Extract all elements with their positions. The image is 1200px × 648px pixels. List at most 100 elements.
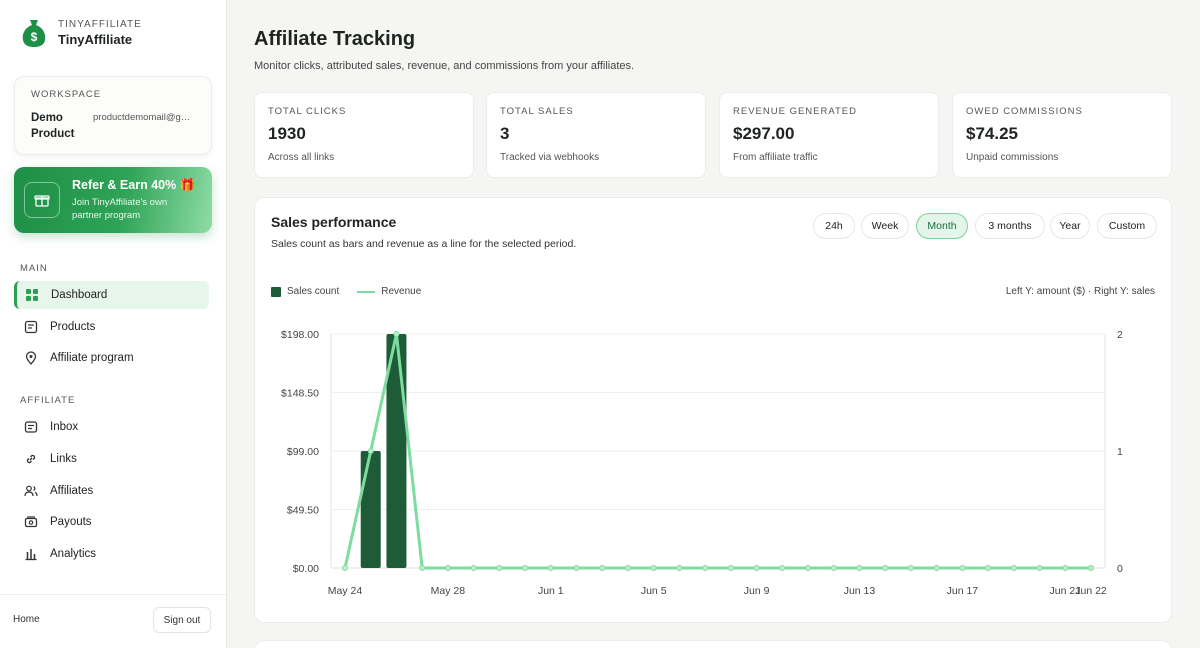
sidebar-item-inbox[interactable]: Inbox (14, 413, 209, 441)
axis-note: Left Y: amount ($) · Right Y: sales (1005, 286, 1155, 297)
pin-icon (23, 351, 38, 366)
legend-bar-swatch (271, 286, 281, 297)
stat-sub: Across all links (268, 152, 335, 163)
revenue-point (1088, 565, 1094, 571)
workspace-email: productdemomail@gmail.com (93, 112, 193, 123)
sidebar-item-dashboard[interactable]: Dashboard (14, 281, 209, 309)
stat-label: REVENUE GENERATED (733, 106, 857, 117)
workspace-label: WORKSPACE (31, 89, 102, 100)
legend-revenue: Revenue (381, 286, 422, 297)
sidebar-item-label: Analytics (50, 548, 97, 560)
workspace-name: Demo Product (31, 112, 75, 140)
revenue-point (779, 565, 786, 571)
left-tick-label: $198.00 (281, 329, 319, 341)
svg-text:$: $ (31, 30, 38, 44)
left-tick-label: $49.50 (287, 505, 319, 517)
revenue-point (882, 565, 889, 571)
revenue-point (547, 565, 554, 571)
wallet-icon (23, 515, 38, 530)
refer-description: Join TinyAffiliate's own partner program (72, 197, 168, 221)
inbox-icon (23, 420, 38, 435)
revenue-point (393, 331, 400, 337)
stat-value: $74.25 (966, 124, 1018, 143)
stat-value: 3 (500, 124, 510, 143)
stat-card-owed-commissions: OWED COMMISSIONS $74.25 Unpaid commissio… (952, 92, 1172, 178)
revenue-point (444, 565, 451, 571)
sidebar: $ TINYAFFILIATE TinyAffiliate WORKSPACE … (0, 0, 227, 648)
revenue-point (830, 565, 837, 571)
period-year-button[interactable]: Year (1050, 213, 1090, 239)
stat-label: TOTAL SALES (500, 106, 574, 117)
stat-card-revenue: REVENUE GENERATED $297.00 From affiliate… (719, 92, 939, 178)
revenue-point (985, 565, 992, 571)
brand[interactable]: $ TINYAFFILIATE TinyAffiliate (22, 18, 142, 48)
sidebar-item-links[interactable]: Links (14, 445, 209, 473)
period-custom-button[interactable]: Custom (1097, 213, 1157, 239)
revenue-point (624, 565, 631, 571)
right-tick-label: 2 (1117, 329, 1123, 341)
x-tick-label: Jun 13 (844, 585, 876, 597)
stat-sub: Unpaid commissions (966, 152, 1059, 163)
x-tick-label: Jun 22 (1075, 585, 1107, 597)
sign-out-button[interactable]: Sign out (153, 607, 211, 633)
panel-title: Sales performance (271, 214, 397, 230)
nav-section-main: MAIN (20, 263, 48, 274)
sales-performance-panel: Sales performance Sales count as bars an… (254, 197, 1172, 623)
sidebar-item-affiliates[interactable]: Affiliates (14, 477, 209, 505)
workspace-card[interactable]: WORKSPACE Demo Product productdemomail@g… (14, 76, 212, 155)
grid-icon (24, 288, 39, 303)
revenue-point (367, 448, 374, 454)
sidebar-item-payouts[interactable]: Payouts (14, 508, 209, 536)
revenue-point (599, 565, 606, 571)
period-3-months-button[interactable]: 3 months (975, 213, 1045, 239)
stat-sub: From affiliate traffic (733, 152, 818, 163)
stat-card-total-sales: TOTAL SALES 3 Tracked via webhooks (486, 92, 706, 178)
refer-earn-banner[interactable]: Refer & Earn 40% 🎁 Join TinyAffiliate's … (14, 167, 212, 233)
revenue-point (907, 565, 914, 571)
right-tick-label: 0 (1117, 563, 1123, 575)
left-tick-label: $0.00 (293, 563, 319, 575)
revenue-line (343, 332, 1091, 570)
revenue-point (1036, 565, 1043, 571)
legend-line-swatch (357, 290, 376, 293)
revenue-point (856, 565, 863, 571)
sidebar-item-analytics[interactable]: Analytics (14, 540, 209, 568)
sales-chart: $0.00 $49.50 $99.00 $148.50 $198.00 0 1 2 May 24… (281, 329, 1123, 597)
stat-value: 1930 (268, 124, 306, 143)
x-tick-label: Jun 17 (947, 585, 979, 597)
revenue-point (470, 565, 477, 571)
period-24h-button[interactable]: 24h (813, 213, 855, 239)
x-tick-label: Jun 5 (641, 585, 667, 597)
revenue-point (727, 565, 734, 571)
secondary-panel (254, 640, 1172, 648)
gift-icon (24, 182, 60, 218)
sidebar-item-label: Inbox (50, 421, 79, 433)
revenue-point (496, 565, 503, 571)
revenue-point (1010, 565, 1017, 571)
stat-sub: Tracked via webhooks (500, 152, 600, 163)
sidebar-item-label: Links (50, 453, 77, 465)
revenue-point (959, 565, 966, 571)
sidebar-footer: Home Sign out (0, 594, 226, 648)
chart-legend: Sales count Revenue (271, 286, 421, 297)
sidebar-item-label: Affiliates (50, 485, 94, 497)
revenue-point (1062, 565, 1069, 571)
sidebar-item-label: Products (50, 321, 96, 333)
brand-small-label: TINYAFFILIATE (58, 19, 142, 30)
sidebar-item-products[interactable]: Products (14, 313, 209, 341)
revenue-point (676, 565, 683, 571)
revenue-point (933, 565, 940, 571)
sidebar-item-affiliate-program[interactable]: Affiliate program (14, 344, 209, 372)
revenue-point (573, 565, 580, 571)
refer-title: Refer & Earn 40% 🎁 (72, 178, 196, 192)
stat-label: TOTAL CLICKS (268, 106, 347, 117)
period-week-button[interactable]: Week (861, 213, 909, 239)
x-tick-label: May 24 (328, 585, 363, 597)
brand-name: TinyAffiliate (58, 32, 133, 47)
home-link[interactable]: Home (13, 614, 40, 625)
sidebar-item-label: Payouts (50, 516, 92, 528)
x-tick-label: Jun 1 (538, 585, 564, 597)
period-month-button[interactable]: Month (916, 213, 968, 239)
x-tick-label: Jun 21 (1050, 585, 1082, 597)
link-icon (23, 452, 38, 467)
